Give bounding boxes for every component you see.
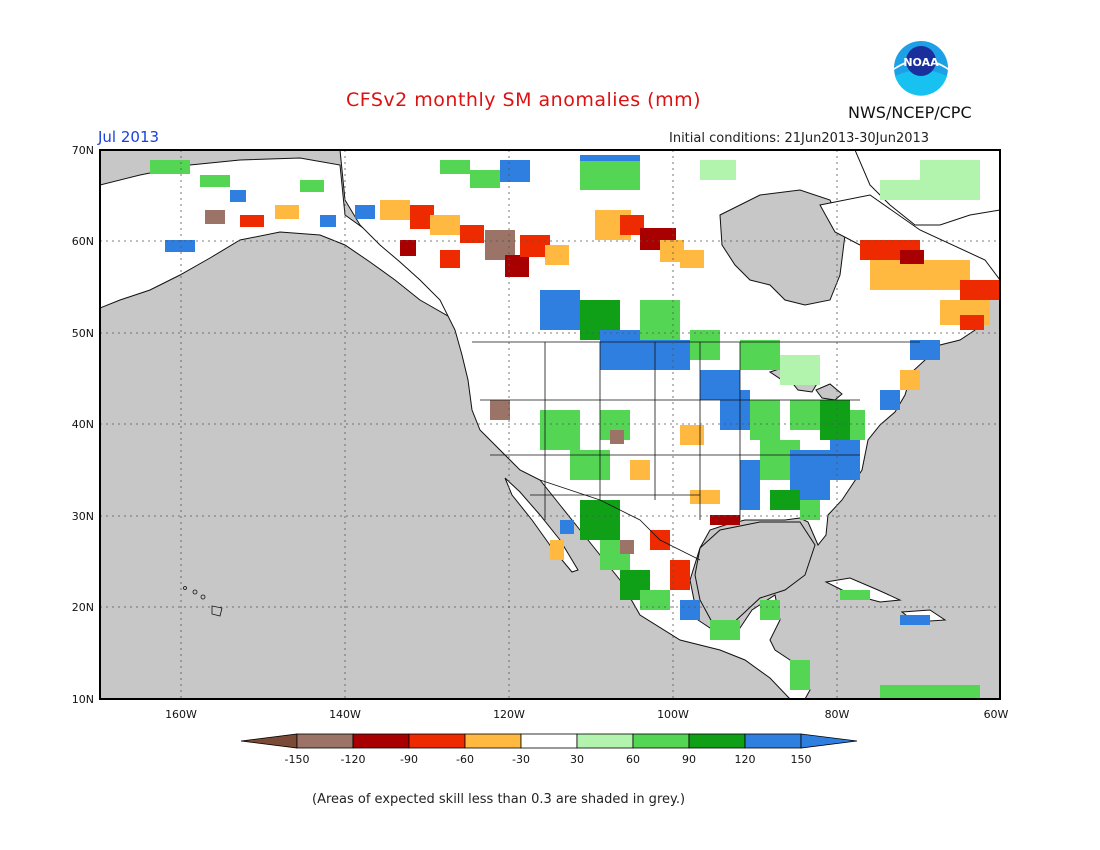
lat-label: 10N	[72, 693, 94, 706]
legend-swatch	[464, 733, 522, 749]
initial-conditions: Initial conditions: 21Jun2013-30Jun2013	[669, 131, 930, 146]
lon-label: 80W	[825, 708, 850, 721]
legend-swatch	[296, 733, 354, 749]
legend-tick-labels: -150 -120 -90 -60 -30 30 60 90 120 150	[285, 753, 812, 766]
legend-tick: 30	[570, 753, 584, 766]
legend-tick: -60	[456, 753, 474, 766]
political-borders	[472, 341, 920, 561]
map-title: CFSv2 monthly SM anomalies (mm)	[346, 89, 702, 111]
legend-swatch	[408, 733, 466, 749]
legend-tick: -30	[512, 753, 530, 766]
legend-swatch	[744, 733, 802, 749]
color-legend	[240, 733, 858, 749]
legend-left-arrow	[240, 733, 298, 749]
latitude-labels: 70N 60N 50N 40N 30N 20N 10N	[72, 144, 94, 706]
lat-label: 30N	[72, 510, 94, 523]
legend-swatch	[688, 733, 746, 749]
legend-tick: -150	[285, 753, 310, 766]
legend-swatch	[632, 733, 690, 749]
legend-tick: -120	[341, 753, 366, 766]
forecast-month: Jul 2013	[98, 128, 160, 146]
anomaly-patches	[150, 155, 1000, 699]
noaa-logo-text: NOAA	[903, 56, 939, 69]
lon-label: 60W	[984, 708, 1009, 721]
legend-tick: 60	[626, 753, 640, 766]
legend-tick: 90	[682, 753, 696, 766]
lat-label: 50N	[72, 327, 94, 340]
hawaii	[183, 586, 223, 617]
skill-footnote: (Areas of expected skill less than 0.3 a…	[312, 792, 686, 807]
lon-label: 120W	[493, 708, 525, 721]
legend-tick: 150	[791, 753, 812, 766]
legend-swatch	[576, 733, 634, 749]
longitude-labels: 160W 140W 120W 100W 80W 60W	[165, 708, 1008, 721]
lat-label: 40N	[72, 418, 94, 431]
legend-tick: -90	[400, 753, 418, 766]
graticule	[100, 150, 1000, 699]
map-frame	[99, 149, 1001, 700]
lon-label: 160W	[165, 708, 197, 721]
legend-swatch	[352, 733, 410, 749]
legend-swatch	[520, 733, 578, 749]
legend-tick: 120	[735, 753, 756, 766]
lat-label: 60N	[72, 235, 94, 248]
lon-label: 140W	[329, 708, 361, 721]
agency-label: NWS/NCEP/CPC	[848, 103, 972, 122]
lat-label: 70N	[72, 144, 94, 157]
lon-label: 100W	[657, 708, 689, 721]
lat-label: 20N	[72, 601, 94, 614]
noaa-logo: NOAA	[894, 41, 948, 96]
legend-right-arrow	[800, 733, 858, 749]
